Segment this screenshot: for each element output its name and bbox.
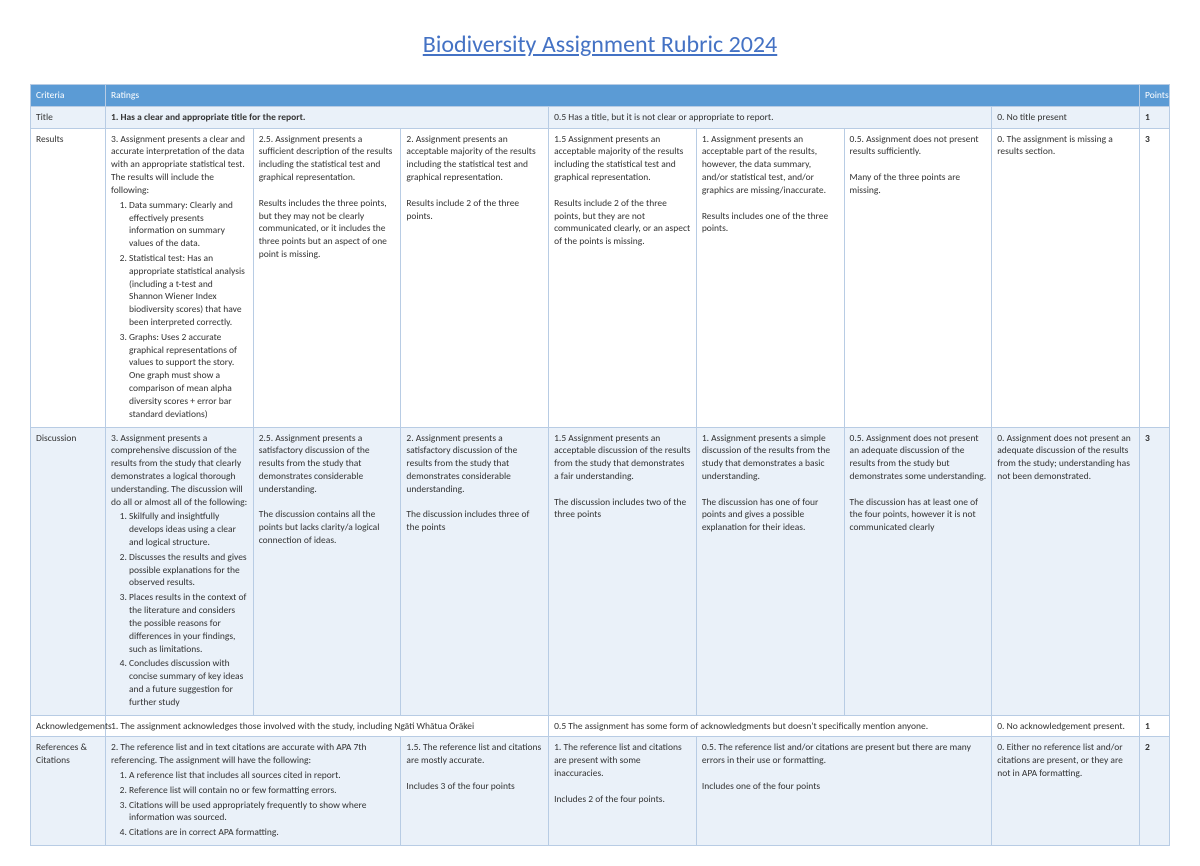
hdr-ratings: Ratings (106, 85, 1140, 107)
results-item: Data summary: Clearly and effectively pr… (129, 199, 248, 250)
ack-points: 1 (1140, 715, 1170, 737)
row-discussion: Discussion 3. Assignment presents a comp… (31, 427, 1170, 715)
title-rating-1: 1. Has a clear and appropriate title for… (106, 106, 549, 128)
ack-rating-05: 0.5 The assignment has some form of ackn… (549, 715, 992, 737)
discussion-rating-2: 2. Assignment presents a satisfactory di… (401, 427, 549, 715)
discussion-rating-3: 3. Assignment presents a comprehensive d… (106, 427, 254, 715)
criteria-title: Title (31, 106, 106, 128)
discussion-rating-25: 2.5. Assignment presents a satisfactory … (253, 427, 401, 715)
results-rating-0: 0. The assignment is missing a results s… (992, 128, 1140, 427)
discussion-item: Skilfully and insightfully develops idea… (129, 510, 248, 548)
title-rating-0: 0. No title present (992, 106, 1140, 128)
page-title: Biodiversity Assignment Rubric 2024 (30, 30, 1170, 59)
rubric-table: Criteria Ratings Points Title 1. Has a c… (30, 84, 1170, 846)
results-item: Statistical test: Has an appropriate sta… (129, 252, 248, 329)
ref-item: Citations are in correct APA formatting. (129, 826, 395, 839)
ref-rating-2: 2. The reference list and in text citati… (106, 737, 401, 846)
discussion-rating-05: 0.5. Assignment does not present an adeq… (844, 427, 992, 715)
results-rating-3: 3. Assignment presents a clear and accur… (106, 128, 254, 427)
ref-rating-05: 0.5. The reference list and/or citations… (696, 737, 991, 846)
criteria-results: Results (31, 128, 106, 427)
discussion-points: 3 (1140, 427, 1170, 715)
ref-item: Citations will be used appropriately fre… (129, 799, 395, 825)
results-rating-2: 2. Assignment presents an acceptable maj… (401, 128, 549, 427)
discussion-item: Discusses the results and gives possible… (129, 551, 248, 589)
discussion-rating-15: 1.5 Assignment presents an acceptable di… (549, 427, 697, 715)
results-item: Graphs: Uses 2 accurate graphical repres… (129, 331, 248, 421)
ack-rating-0: 0. No acknowledgement present. (992, 715, 1140, 737)
discussion-item: Concludes discussion with concise summar… (129, 657, 248, 708)
hdr-points: Points (1140, 85, 1170, 107)
discussion-rating-1: 1. Assignment presents a simple discussi… (696, 427, 844, 715)
results-rating-05: 0.5. Assignment does not present results… (844, 128, 992, 427)
ref-rating-15: 1.5. The reference list and citations ar… (401, 737, 549, 846)
title-rating-05: 0.5 Has a title, but it is not clear or … (549, 106, 992, 128)
row-acknowledgements: Acknowledgements 1. The assignment ackno… (31, 715, 1170, 737)
results-rating-1: 1. Assignment presents an acceptable par… (696, 128, 844, 427)
results-rating-15: 1.5 Assignment presents an acceptable ma… (549, 128, 697, 427)
header-row: Criteria Ratings Points (31, 85, 1170, 107)
results-points: 3 (1140, 128, 1170, 427)
row-references: References & Citations 2. The reference … (31, 737, 1170, 846)
criteria-discussion: Discussion (31, 427, 106, 715)
hdr-criteria: Criteria (31, 85, 106, 107)
discussion-rating-0: 0. Assignment does not present an adequa… (992, 427, 1140, 715)
row-title: Title 1. Has a clear and appropriate tit… (31, 106, 1170, 128)
ref-item: A reference list that includes all sourc… (129, 769, 395, 782)
criteria-ref: References & Citations (31, 737, 106, 846)
ref-item: Reference list will contain no or few fo… (129, 784, 395, 797)
ref-rating-0: 0. Either no reference list and/or citat… (992, 737, 1140, 846)
ref-points: 2 (1140, 737, 1170, 846)
ref-rating-1: 1. The reference list and citations are … (549, 737, 697, 846)
criteria-ack: Acknowledgements (31, 715, 106, 737)
row-results: Results 3. Assignment presents a clear a… (31, 128, 1170, 427)
discussion-item: Places results in the context of the lit… (129, 591, 248, 655)
ack-rating-1: 1. The assignment acknowledges those inv… (106, 715, 549, 737)
title-points: 1 (1140, 106, 1170, 128)
results-rating-25: 2.5. Assignment presents a sufficient de… (253, 128, 401, 427)
